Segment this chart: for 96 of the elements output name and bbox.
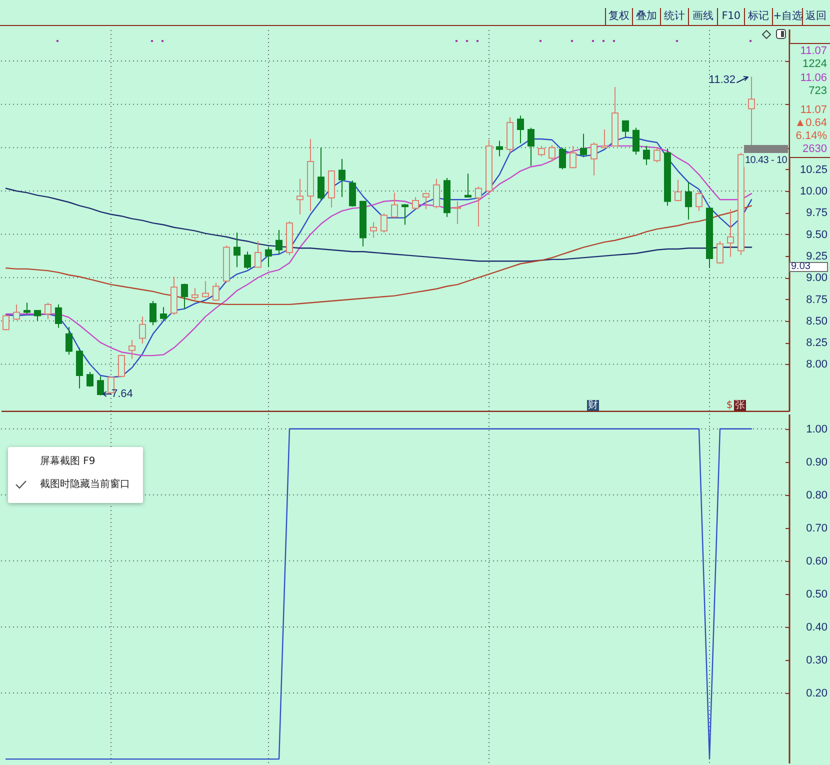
y-tick-label: 9.00 (806, 272, 828, 284)
candlestick (643, 145, 650, 166)
candlestick (590, 142, 598, 176)
candlestick (580, 133, 588, 158)
line-series (5, 188, 752, 262)
toolbar-button: 叠加 (632, 8, 660, 25)
candlestick (55, 304, 62, 328)
candlestick (696, 190, 703, 212)
candlestick (433, 178, 440, 209)
candlestick (391, 192, 398, 218)
y-tick-label: 9.25 (806, 250, 828, 262)
candlestick (139, 316, 146, 344)
candlestick (13, 304, 20, 321)
y-tick-label: 0.60 (806, 555, 828, 568)
candlestick (548, 144, 556, 162)
quote-panel: 11.07 1224 11.06 723 11.07 ▲0.64 6.14% 2630 (790, 43, 830, 158)
candlestick (202, 280, 209, 298)
candlestick (570, 145, 577, 169)
y-tick-label: 0.30 (806, 654, 828, 666)
candlestick (150, 300, 156, 326)
annotation: 财 (587, 400, 599, 411)
candlestick (44, 302, 52, 320)
candlestick (454, 200, 461, 224)
candlestick (97, 376, 104, 396)
toolbar-button: 统计 (660, 8, 688, 25)
y-tick-label: 0.70 (806, 522, 828, 534)
annotation: 截图时隐藏当前窗口 (40, 479, 130, 491)
candlestick (674, 179, 682, 202)
annotation: 张 (734, 400, 746, 411)
candlestick (370, 222, 377, 238)
line-series (5, 205, 752, 306)
candlestick (244, 251, 251, 270)
candlestick (654, 147, 661, 163)
candlestick (538, 145, 545, 157)
y-tick-label: 0.50 (806, 588, 828, 600)
candlestick (265, 246, 272, 268)
candlestick (380, 213, 388, 234)
annotation: 11.32 (708, 74, 736, 86)
candlestick (349, 180, 356, 208)
candlestick (276, 229, 282, 255)
y-tick-label: 10.25 (800, 164, 828, 176)
candlestick (685, 182, 692, 220)
candlestick (318, 147, 324, 202)
y-tick-label: 0.20 (806, 688, 828, 700)
candlestick (2, 314, 10, 331)
candlestick (66, 326, 72, 356)
annotation: $ (726, 400, 733, 411)
y-tick-label: 8.50 (806, 315, 828, 328)
candlestick (118, 354, 125, 378)
candlestick (496, 140, 503, 157)
candlestick (601, 128, 608, 148)
y-tick-label: 10.00 (800, 185, 828, 198)
price-tag: 9.03 (789, 262, 828, 272)
candlestick (212, 282, 220, 302)
candlestick (559, 147, 566, 170)
candlestick (517, 115, 524, 144)
y-tick-label: 0.80 (806, 489, 828, 502)
candlestick (128, 339, 136, 360)
candlestick (528, 127, 534, 166)
candlestick (24, 302, 30, 314)
context-menu: 屏幕截图 F9 截图时隐藏当前窗口 (8, 447, 143, 503)
annotation: 屏幕截图 F9 (40, 456, 96, 468)
candlestick (234, 232, 240, 268)
candlestick (622, 120, 630, 138)
y-tick-label: 0.40 (806, 621, 828, 634)
y-tick-label: 9.50 (806, 228, 828, 241)
candlestick (338, 158, 346, 198)
candlestick (727, 208, 734, 258)
y-tick-label: 8.25 (806, 337, 828, 350)
candlestick (412, 196, 419, 210)
annotation: 10.43 - 10 (744, 145, 788, 167)
candlestick (402, 203, 408, 226)
toolbar-button: 标记 (744, 8, 772, 25)
candlestick (86, 372, 94, 388)
candlestick (192, 288, 198, 302)
candlestick (464, 173, 472, 198)
y-tick-label: 0.90 (806, 456, 828, 468)
y-tick-label: 8.75 (806, 294, 828, 306)
candlestick (632, 127, 640, 156)
candlestick (422, 192, 430, 210)
candlestick (475, 186, 482, 227)
y-tick-label: 1.00 (806, 423, 828, 436)
annotation: 7.64 (112, 388, 133, 400)
toolbar-button: F10 (717, 8, 744, 25)
candlestick (181, 283, 188, 310)
candlestick (34, 310, 41, 322)
toolbar-button: 返回 (802, 8, 829, 25)
candlestick (716, 240, 724, 264)
y-tick-label: 9.75 (806, 207, 828, 220)
toolbar-button: 画线 (688, 8, 717, 25)
y-tick-label: 8.00 (806, 358, 828, 371)
candlestick (254, 240, 262, 268)
candlestick (160, 306, 167, 322)
candlestick (296, 178, 304, 215)
toolbar-button: 复权 (605, 8, 632, 25)
toolbar-button: +自选 (772, 8, 802, 25)
